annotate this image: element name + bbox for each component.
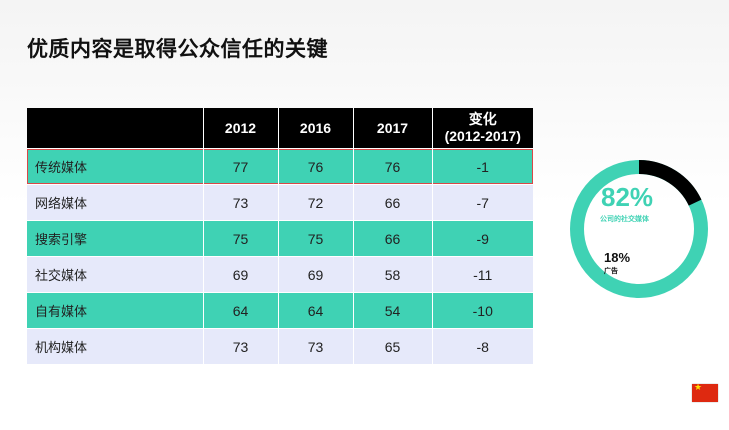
table-row: 传统媒体 77 76 76 -1 (27, 148, 533, 185)
table-cell: 75 (278, 220, 354, 257)
table-header-cell: 2016 (278, 108, 354, 149)
slide-title: 优质内容是取得公众信任的关键 (27, 37, 328, 61)
change-header: 变化 (2012-2017) (444, 111, 521, 144)
table-row: 社交媒体 69 69 58 -11 (27, 256, 533, 293)
slide: 优质内容是取得公众信任的关键 2012 2016 2017 变化 (2012-20… (0, 0, 729, 372)
table-row: 搜索引擎 75 75 66 -9 (27, 220, 533, 257)
table-cell: 64 (203, 292, 279, 329)
table-cell: 76 (278, 148, 354, 185)
table-cell: 72 (278, 184, 354, 221)
table-cell: 66 (353, 220, 433, 257)
table-cell: 73 (203, 184, 279, 221)
table-cell: 73 (278, 328, 354, 364)
table-cell: -11 (432, 256, 533, 293)
table-header-row: 2012 2016 2017 变化 (2012-2017) (27, 108, 533, 149)
china-flag-icon: ★ (692, 383, 718, 402)
table-header-cell (27, 108, 204, 149)
table-cell: 66 (353, 184, 433, 221)
table-cell: 64 (278, 292, 354, 329)
table-header-cell: 2012 (203, 108, 279, 149)
row-label: 社交媒体 (27, 256, 204, 293)
row-label: 网络媒体 (27, 184, 204, 221)
row-label: 机构媒体 (27, 328, 204, 364)
table-cell: 54 (353, 292, 433, 329)
table-cell: 73 (203, 328, 279, 364)
table-cell: -1 (432, 148, 533, 185)
donut-secondary-label: 广告 (604, 267, 618, 275)
table-cell: 65 (353, 328, 433, 364)
donut-primary-label: 公司的社交媒体 (600, 215, 649, 223)
table-cell: 58 (353, 256, 433, 293)
table-row: 自有媒体 64 64 54 -10 (27, 292, 533, 329)
table-cell: 75 (203, 220, 279, 257)
table-row: 机构媒体 73 73 65 -8 (27, 328, 533, 364)
row-label: 搜索引擎 (27, 220, 204, 257)
table-cell: -7 (432, 184, 533, 221)
trust-donut (570, 160, 708, 298)
table-cell: -9 (432, 220, 533, 257)
flag-star-icon: ★ (694, 383, 703, 393)
table-cell: 69 (278, 256, 354, 293)
trust-table: 2012 2016 2017 变化 (2012-2017) 传统媒体 77 76 … (27, 108, 533, 364)
table-header-cell: 变化 (2012-2017) (432, 108, 533, 149)
row-label: 自有媒体 (27, 292, 204, 329)
row-label: 传统媒体 (27, 148, 204, 185)
table-row: 网络媒体 73 72 66 -7 (27, 184, 533, 221)
table-cell: 69 (203, 256, 279, 293)
donut-secondary-value: 18% (604, 250, 631, 265)
donut-secondary-segment (570, 160, 708, 298)
table-cell: 76 (353, 148, 433, 185)
table-cell: -8 (432, 328, 533, 364)
table-header-cell: 2017 (353, 108, 433, 149)
donut-primary-value: 82% (601, 182, 654, 212)
table-cell: 77 (203, 148, 279, 185)
table-cell: -10 (432, 292, 533, 329)
